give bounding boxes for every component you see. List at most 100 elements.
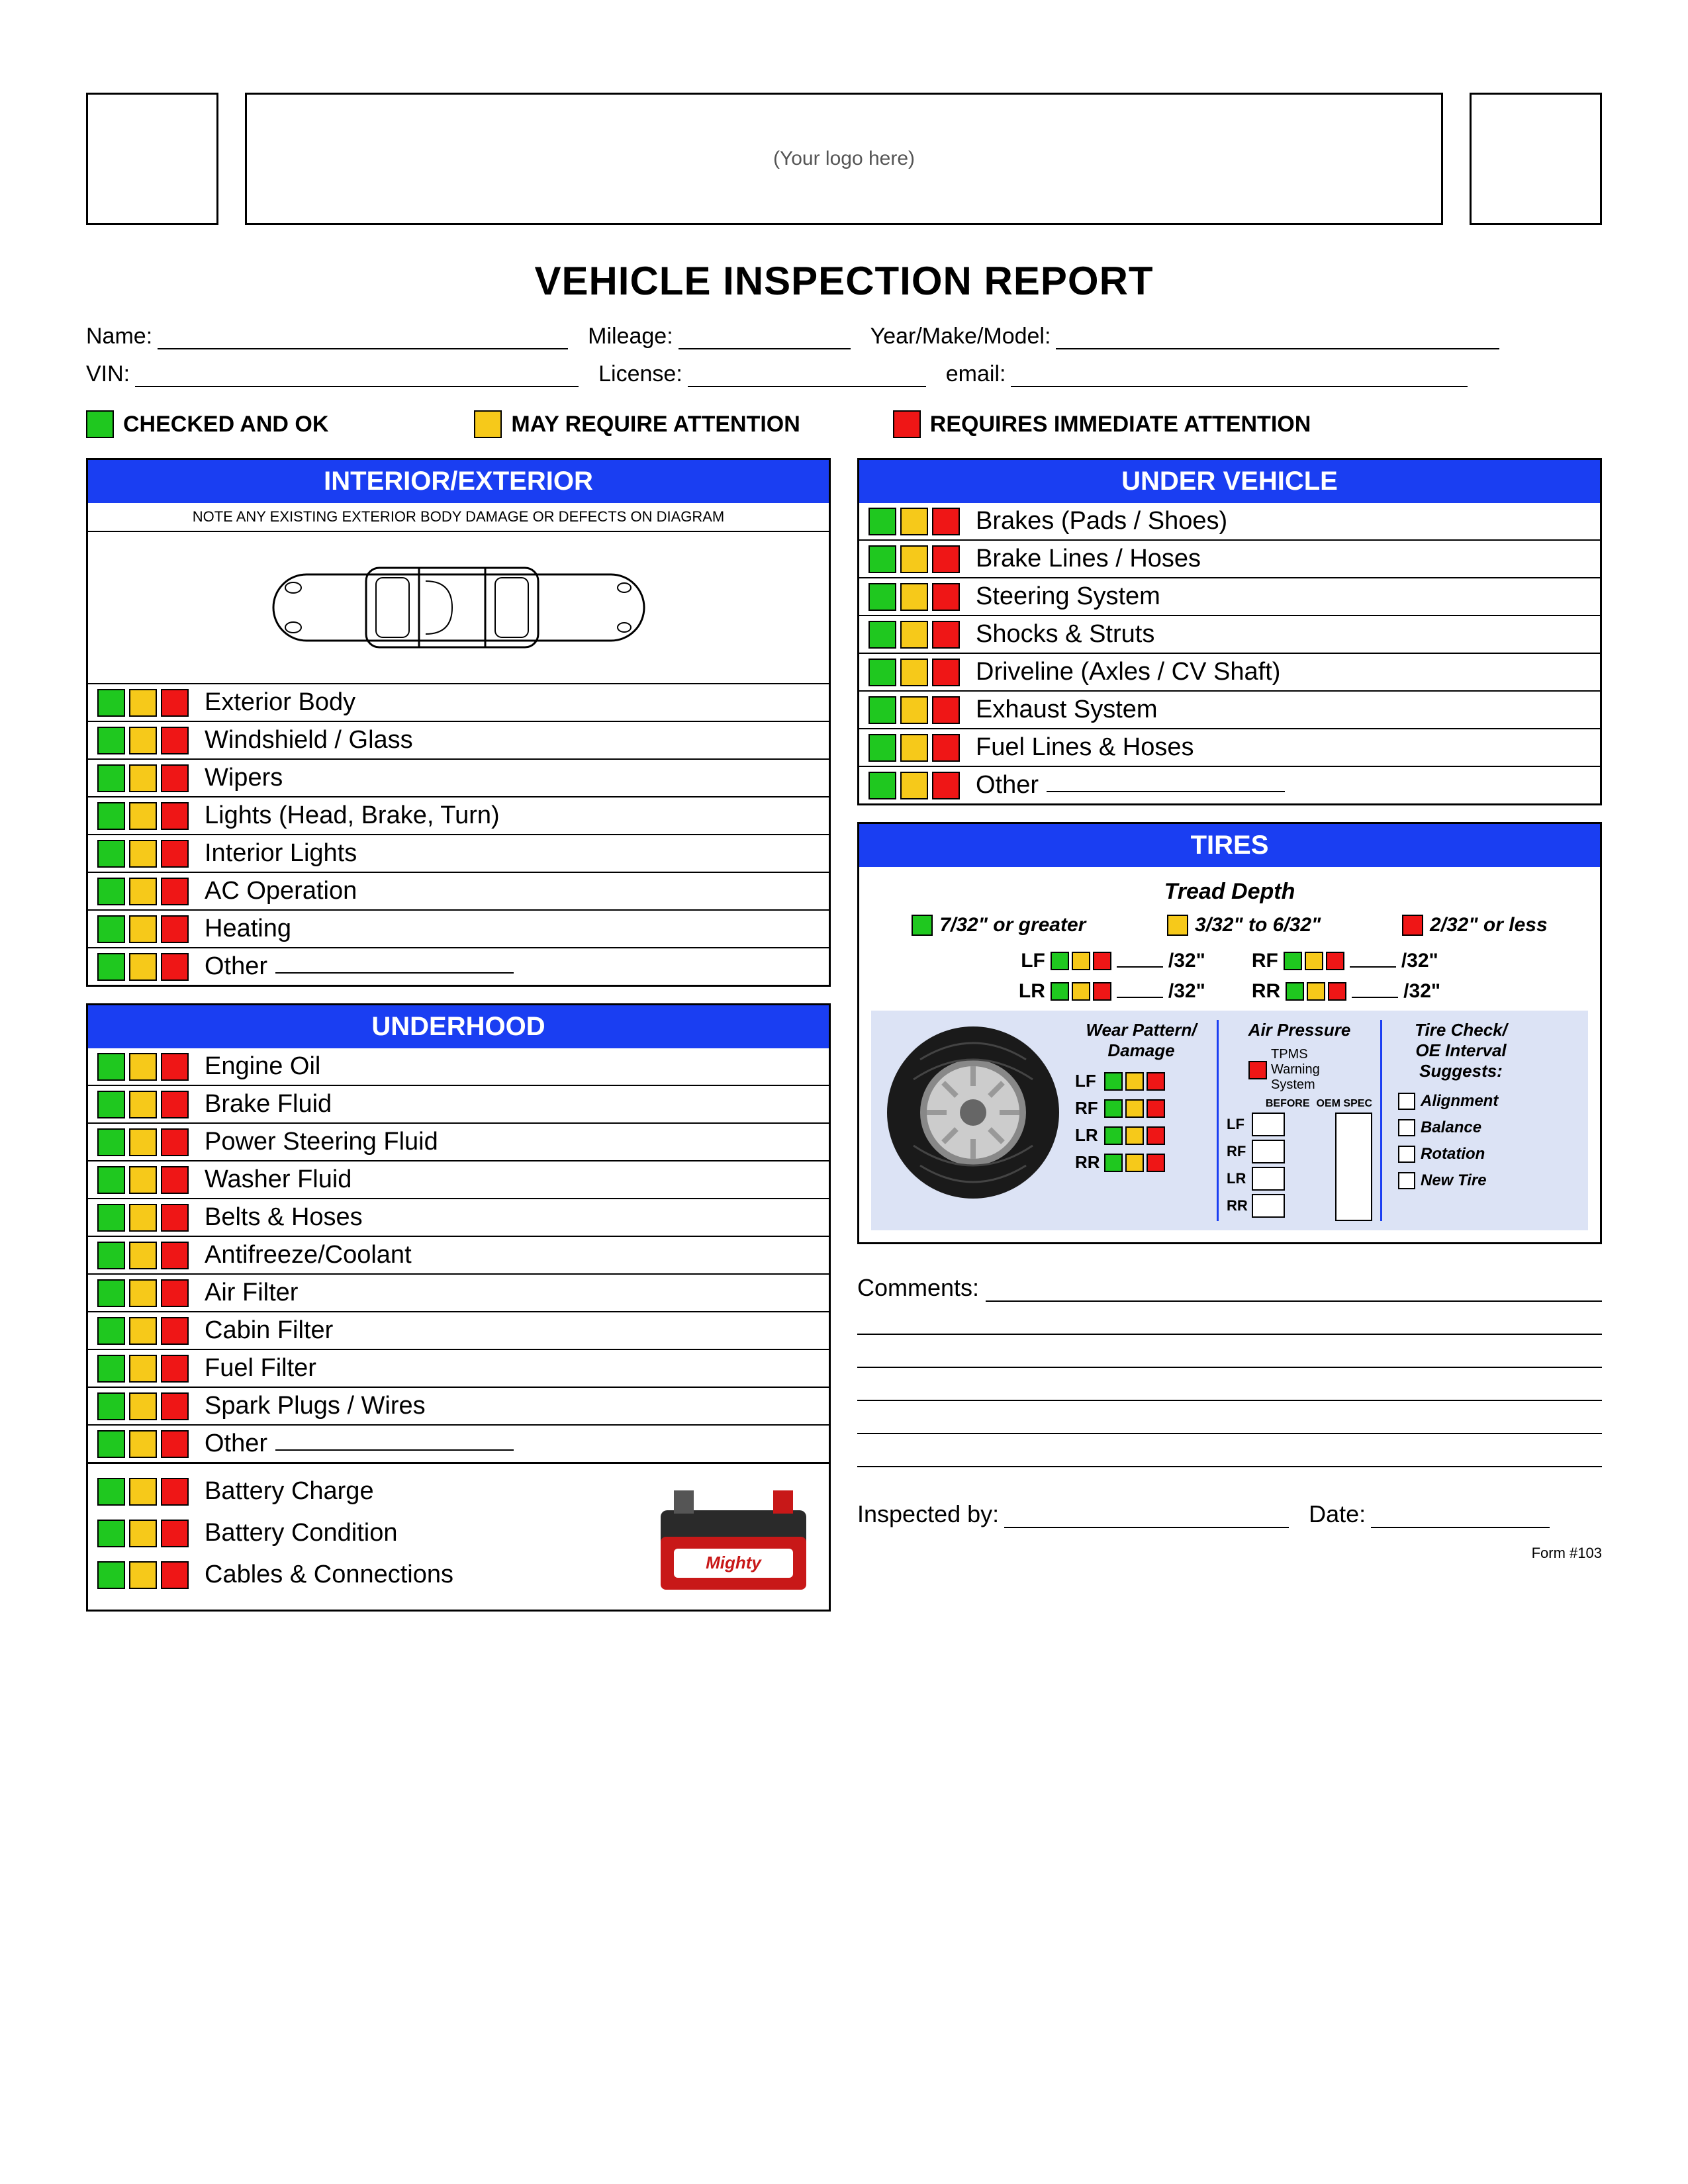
check-yellow[interactable] (900, 583, 928, 611)
wear-RR-green[interactable] (1104, 1154, 1123, 1172)
check-yellow[interactable] (129, 953, 157, 981)
wear-LR-red[interactable] (1147, 1126, 1165, 1145)
check-red[interactable] (161, 1355, 189, 1383)
rf-value[interactable] (1350, 954, 1396, 968)
wear-LR-yellow[interactable] (1125, 1126, 1144, 1145)
check-green[interactable] (97, 1166, 125, 1194)
comments-line-2[interactable] (857, 1335, 1602, 1368)
check-yellow[interactable] (129, 1392, 157, 1420)
check-yellow[interactable] (129, 689, 157, 717)
check-yellow[interactable] (129, 840, 157, 868)
check-green[interactable] (97, 802, 125, 830)
check-red[interactable] (161, 953, 189, 981)
wear-RF-red[interactable] (1147, 1099, 1165, 1118)
check-green[interactable] (97, 1053, 125, 1081)
check-red[interactable] (161, 764, 189, 792)
oem-spec-field[interactable] (1335, 1113, 1372, 1221)
check-yellow[interactable] (129, 1317, 157, 1345)
rf-red[interactable] (1326, 952, 1344, 970)
lf-yellow[interactable] (1072, 952, 1090, 970)
check-red[interactable] (161, 840, 189, 868)
other-input[interactable] (275, 1437, 514, 1451)
check-yellow[interactable] (129, 878, 157, 905)
check-red[interactable] (161, 1091, 189, 1118)
check-green[interactable] (97, 1355, 125, 1383)
check-yellow[interactable] (900, 734, 928, 762)
check-yellow[interactable] (129, 915, 157, 943)
rf-green[interactable] (1284, 952, 1302, 970)
check-green[interactable] (868, 696, 896, 724)
vin-input[interactable] (135, 369, 579, 387)
check-green[interactable] (97, 1561, 125, 1589)
check-red[interactable] (161, 1204, 189, 1232)
check-green[interactable] (868, 659, 896, 686)
check-red[interactable] (932, 772, 960, 799)
check-yellow[interactable] (129, 1091, 157, 1118)
check-red[interactable] (161, 1128, 189, 1156)
check-yellow[interactable] (129, 802, 157, 830)
air-LR-before[interactable] (1252, 1167, 1285, 1191)
check-yellow[interactable] (129, 727, 157, 754)
check-yellow[interactable] (129, 1355, 157, 1383)
check-red[interactable] (932, 545, 960, 573)
check-yellow[interactable] (900, 508, 928, 535)
check-red[interactable] (932, 734, 960, 762)
check-yellow[interactable] (900, 659, 928, 686)
check-red[interactable] (161, 1317, 189, 1345)
check-red[interactable] (932, 508, 960, 535)
lr-yellow[interactable] (1072, 982, 1090, 1001)
check-green[interactable] (97, 1478, 125, 1506)
check-red[interactable] (932, 659, 960, 686)
check-green[interactable] (868, 772, 896, 799)
check-yellow[interactable] (129, 1204, 157, 1232)
check-green[interactable] (868, 621, 896, 649)
check-red[interactable] (161, 1430, 189, 1458)
lr-red[interactable] (1093, 982, 1111, 1001)
check-yellow[interactable] (900, 696, 928, 724)
check-yellow[interactable] (129, 1166, 157, 1194)
check-red[interactable] (161, 802, 189, 830)
ymm-input[interactable] (1056, 331, 1499, 349)
wear-RR-red[interactable] (1147, 1154, 1165, 1172)
lr-green[interactable] (1051, 982, 1069, 1001)
check-yellow[interactable] (129, 1520, 157, 1547)
check-green[interactable] (97, 878, 125, 905)
check-yellow[interactable] (129, 1053, 157, 1081)
check-red[interactable] (161, 1279, 189, 1307)
lr-value[interactable] (1117, 985, 1163, 998)
check-yellow[interactable] (900, 621, 928, 649)
check-green[interactable] (97, 1520, 125, 1547)
check-green[interactable] (97, 689, 125, 717)
rr-yellow[interactable] (1307, 982, 1325, 1001)
check-red[interactable] (932, 583, 960, 611)
check-green[interactable] (97, 1091, 125, 1118)
check-red[interactable] (161, 1392, 189, 1420)
wear-LF-yellow[interactable] (1125, 1072, 1144, 1091)
check-green[interactable] (97, 840, 125, 868)
other-input[interactable] (275, 960, 514, 974)
other-input[interactable] (1047, 779, 1285, 792)
check-red[interactable] (161, 915, 189, 943)
check-green[interactable] (868, 734, 896, 762)
check-red[interactable] (161, 1520, 189, 1547)
check-red[interactable] (161, 1053, 189, 1081)
suggest-checkbox[interactable] (1398, 1172, 1415, 1189)
check-green[interactable] (97, 1204, 125, 1232)
check-red[interactable] (161, 1242, 189, 1269)
check-red[interactable] (161, 727, 189, 754)
comments-line-4[interactable] (857, 1401, 1602, 1434)
wear-LF-red[interactable] (1147, 1072, 1165, 1091)
check-green[interactable] (97, 1242, 125, 1269)
tpms-box[interactable] (1248, 1061, 1267, 1079)
check-green[interactable] (97, 764, 125, 792)
check-red[interactable] (161, 1478, 189, 1506)
check-yellow[interactable] (900, 545, 928, 573)
check-red[interactable] (161, 1166, 189, 1194)
wear-LF-green[interactable] (1104, 1072, 1123, 1091)
check-green[interactable] (97, 1392, 125, 1420)
lf-red[interactable] (1093, 952, 1111, 970)
check-green[interactable] (868, 545, 896, 573)
comments-line-1[interactable] (857, 1302, 1602, 1335)
lf-green[interactable] (1051, 952, 1069, 970)
check-green[interactable] (97, 1317, 125, 1345)
